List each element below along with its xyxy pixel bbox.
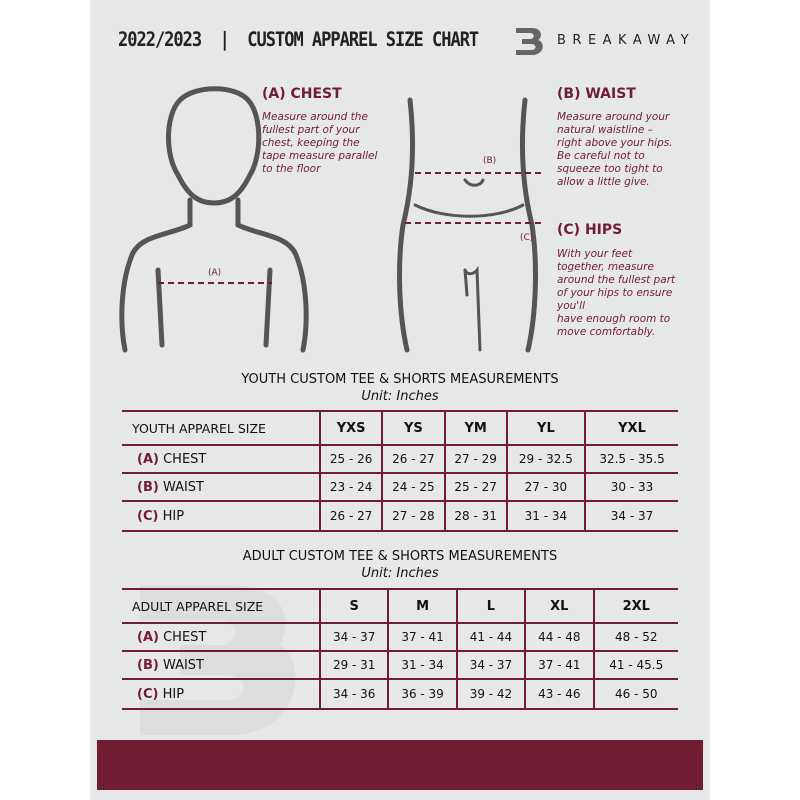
row-name: HIP	[162, 686, 185, 702]
page-title: 2022/2023 | CUSTOM APPAREL SIZE CHART	[118, 28, 479, 52]
column-header: YOUTH APPAREL SIZE	[122, 410, 320, 446]
table-header-row: YOUTH APPAREL SIZE YXS YS YM YL YXL	[122, 410, 678, 446]
table-cell: 24 - 25	[381, 472, 445, 502]
table-cell: 29 - 32.5	[505, 444, 586, 474]
table-cell: 48 - 52	[592, 622, 678, 652]
adult-size-table: ADULT APPAREL SIZE S M L XL 2XL (A) CHES…	[122, 588, 678, 710]
chest-description: Measure around the fullest part of your …	[262, 111, 378, 175]
adult-table-title: ADULT CUSTOM TEE & SHORTS MEASUREMENTS	[242, 549, 558, 564]
row-tag: (B)	[137, 479, 159, 495]
column-header: M	[387, 588, 457, 624]
table-header-row: ADULT APPAREL SIZE S M L XL 2XL	[122, 588, 678, 624]
table-row: (C) HIP 34 - 36 36 - 39 39 - 42 43 - 46 …	[122, 678, 678, 710]
table-cell: 41 - 45.5	[592, 650, 678, 680]
adult-unit: Unit: Inches	[361, 566, 439, 581]
table-cell: 29 - 31	[318, 650, 389, 680]
table-cell: 34 - 37	[584, 500, 678, 532]
table-cell: 46 - 50	[592, 678, 678, 710]
table-cell: 37 - 41	[387, 622, 457, 652]
column-header: ADULT APPAREL SIZE	[122, 588, 320, 624]
breakaway-logo-icon	[516, 28, 543, 55]
column-header: S	[318, 588, 389, 624]
footer-band	[97, 740, 703, 790]
table-cell: 25 - 26	[318, 444, 383, 474]
lower-body-figure: (B) (C)	[397, 97, 545, 353]
row-tag: (A)	[137, 629, 159, 645]
chest-heading: (A) CHEST	[262, 86, 342, 102]
hips-heading: (C) HIPS	[557, 222, 623, 238]
table-cell: 34 - 36	[318, 678, 389, 710]
table-cell: 28 - 31	[443, 500, 507, 532]
waist-marker: (B)	[483, 156, 496, 166]
table-cell: 26 - 27	[318, 500, 383, 532]
row-name: WAIST	[162, 657, 205, 673]
column-header: YXL	[584, 410, 678, 446]
table-cell: 31 - 34	[387, 650, 457, 680]
upper-body-figure: (A)	[119, 86, 309, 353]
column-header: XL	[524, 588, 594, 624]
youth-size-table: YOUTH APPAREL SIZE YXS YS YM YL YXL (A) …	[122, 410, 678, 532]
table-cell: 37 - 41	[524, 650, 594, 680]
column-header: 2XL	[592, 588, 678, 624]
table-cell: 23 - 24	[318, 472, 383, 502]
table-cell: 31 - 34	[505, 500, 586, 532]
column-header: YL	[505, 410, 586, 446]
row-label: (A) CHEST	[122, 444, 320, 474]
table-cell: 25 - 27	[443, 472, 507, 502]
row-name: WAIST	[162, 479, 205, 495]
table-cell: 32.5 - 35.5	[584, 444, 678, 474]
table-cell: 36 - 39	[387, 678, 457, 710]
hips-marker: (C)	[520, 233, 533, 243]
column-header: YM	[443, 410, 507, 446]
column-header: YXS	[318, 410, 383, 446]
chest-marker: (A)	[208, 268, 221, 278]
hips-description: With your feet together, measure around …	[557, 248, 676, 338]
row-name: CHEST	[163, 629, 207, 645]
table-row: (A) CHEST 34 - 37 37 - 41 41 - 44 44 - 4…	[122, 622, 678, 652]
row-label: (C) HIP	[122, 678, 320, 710]
table-cell: 43 - 46	[524, 678, 594, 710]
row-name: CHEST	[163, 451, 207, 467]
row-label: (C) HIP	[122, 500, 320, 532]
table-row: (C) HIP 26 - 27 27 - 28 28 - 31 31 - 34 …	[122, 500, 678, 532]
youth-table-title: YOUTH CUSTOM TEE & SHORTS MEASUREMENTS	[241, 372, 559, 387]
table-cell: 26 - 27	[381, 444, 445, 474]
table-cell: 41 - 44	[455, 622, 526, 652]
table-cell: 34 - 37	[455, 650, 526, 680]
table-row: (B) WAIST 29 - 31 31 - 34 34 - 37 37 - 4…	[122, 650, 678, 680]
waist-description: Measure around your natural waistline – …	[557, 111, 673, 188]
row-label: (A) CHEST	[122, 622, 320, 652]
youth-unit: Unit: Inches	[361, 389, 439, 404]
table-cell: 27 - 30	[505, 472, 586, 502]
table-cell: 44 - 48	[524, 622, 594, 652]
table-cell: 27 - 28	[381, 500, 445, 532]
row-label: (B) WAIST	[122, 472, 320, 502]
row-tag: (A)	[137, 451, 159, 467]
table-cell: 39 - 42	[455, 678, 526, 710]
table-cell: 34 - 37	[318, 622, 389, 652]
table-cell: 30 - 33	[584, 472, 678, 502]
row-label: (B) WAIST	[122, 650, 320, 680]
table-row: (B) WAIST 23 - 24 24 - 25 25 - 27 27 - 3…	[122, 472, 678, 502]
row-tag: (B)	[137, 657, 159, 673]
table-cell: 27 - 29	[443, 444, 507, 474]
row-tag: (C)	[137, 686, 159, 702]
row-tag: (C)	[137, 508, 159, 524]
row-name: HIP	[162, 508, 185, 524]
column-header: YS	[381, 410, 445, 446]
brand-name: BREAKAWAY	[557, 33, 696, 48]
waist-heading: (B) WAIST	[557, 86, 636, 102]
table-row: (A) CHEST 25 - 26 26 - 27 27 - 29 29 - 3…	[122, 444, 678, 474]
column-header: L	[455, 588, 526, 624]
